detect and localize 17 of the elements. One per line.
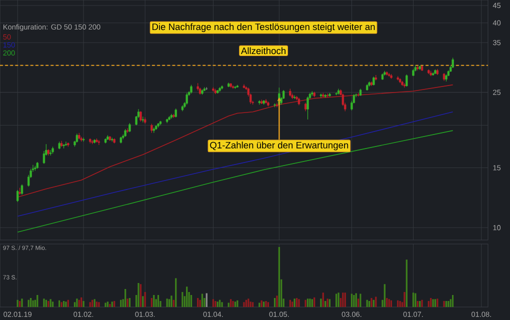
legend-label: Allzeithoch: [240, 47, 286, 54]
candlestick: [126, 128, 129, 134]
candlestick: [452, 57, 454, 68]
line-series: [17, 84, 454, 198]
candlestick: [306, 96, 309, 120]
candlestick: [98, 140, 100, 146]
annotation: Q1-Zahlen über den Erwartungen: [210, 142, 348, 150]
candlestick: [186, 92, 188, 105]
line-series: [17, 111, 454, 217]
candlestick: [150, 123, 153, 134]
candlestick: [140, 110, 142, 122]
candlestick: [403, 82, 406, 88]
line-series: [17, 130, 454, 233]
candlestick: [128, 122, 131, 132]
annotation: Die Nachfrage nach den Testlösungen steigt weiter an: [152, 23, 375, 32]
candlestick: [293, 94, 296, 100]
candlestick: [276, 102, 278, 108]
